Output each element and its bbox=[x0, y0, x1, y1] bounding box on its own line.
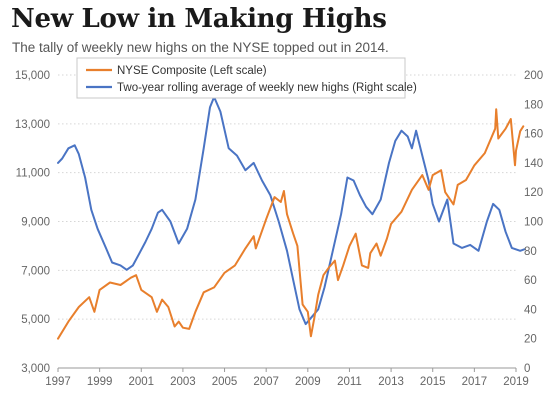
x-tick-label: 2005 bbox=[212, 376, 238, 388]
left-tick-label: 5,000 bbox=[21, 314, 50, 326]
x-tick-label: 2003 bbox=[170, 376, 196, 388]
left-tick-label: 15,000 bbox=[15, 70, 50, 82]
x-tick-label: 2015 bbox=[420, 376, 446, 388]
legend-label-nyse: NYSE Composite (Left scale) bbox=[117, 65, 267, 77]
left-tick-label: 7,000 bbox=[21, 265, 50, 277]
x-tick-label: 2009 bbox=[295, 376, 321, 388]
right-tick-label: 200 bbox=[524, 70, 543, 82]
chart-title: New Low in Making Highs bbox=[11, 4, 387, 34]
right-tick-label: 20 bbox=[524, 334, 537, 346]
x-tick-label: 2001 bbox=[128, 376, 154, 388]
x-tick-label: 2013 bbox=[378, 376, 404, 388]
right-tick-label: 80 bbox=[524, 246, 537, 258]
right-tick-label: 100 bbox=[524, 217, 543, 229]
left-tick-label: 13,000 bbox=[15, 119, 50, 131]
legend-label-new-highs: Two-year rolling average of weekly new h… bbox=[117, 82, 417, 94]
left-tick-label: 3,000 bbox=[21, 363, 50, 375]
x-tick-label: 2011 bbox=[337, 376, 362, 388]
gridlines bbox=[58, 74, 516, 369]
x-tick-label: 2017 bbox=[462, 376, 488, 388]
series-line-new-highs-average bbox=[57, 96, 526, 326]
right-tick-label: 180 bbox=[524, 99, 543, 111]
legend: NYSE Composite (Left scale) Two-year rol… bbox=[76, 57, 417, 99]
series-line-nyse-composite bbox=[57, 108, 525, 340]
x-tick-label: 2007 bbox=[253, 376, 279, 388]
left-tick-label: 11,000 bbox=[16, 168, 50, 180]
left-axis-ticks: 3,000 5,000 7,000 9,000 11,000 13,000 15,000 bbox=[15, 70, 50, 375]
chart-subtitle: The tally of weekly new highs on the NYS… bbox=[12, 40, 389, 55]
x-axis-ticks: 1997 1999 2001 2003 2005 2007 2009 2011 2013 2015… bbox=[45, 367, 529, 388]
left-tick-label: 9,000 bbox=[21, 217, 50, 229]
x-tick-label: 1999 bbox=[87, 376, 113, 388]
right-tick-label: 140 bbox=[524, 158, 543, 170]
right-tick-label: 160 bbox=[524, 129, 543, 141]
legend-box bbox=[76, 57, 406, 99]
right-tick-label: 120 bbox=[524, 187, 543, 199]
x-tick-label: 1997 bbox=[45, 376, 71, 388]
x-tick-label: 2019 bbox=[503, 376, 529, 388]
series-lines bbox=[57, 96, 526, 340]
right-tick-label: 60 bbox=[524, 275, 537, 287]
right-tick-label: 40 bbox=[524, 304, 537, 316]
right-tick-label: 0 bbox=[524, 363, 530, 375]
right-axis-ticks: 0 20 40 60 80 100 120 140 160 180 200 bbox=[524, 70, 543, 375]
